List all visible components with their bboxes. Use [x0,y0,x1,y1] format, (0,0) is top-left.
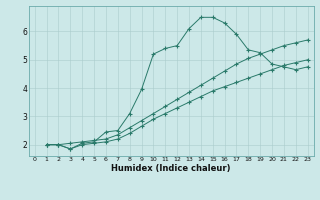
X-axis label: Humidex (Indice chaleur): Humidex (Indice chaleur) [111,164,231,173]
